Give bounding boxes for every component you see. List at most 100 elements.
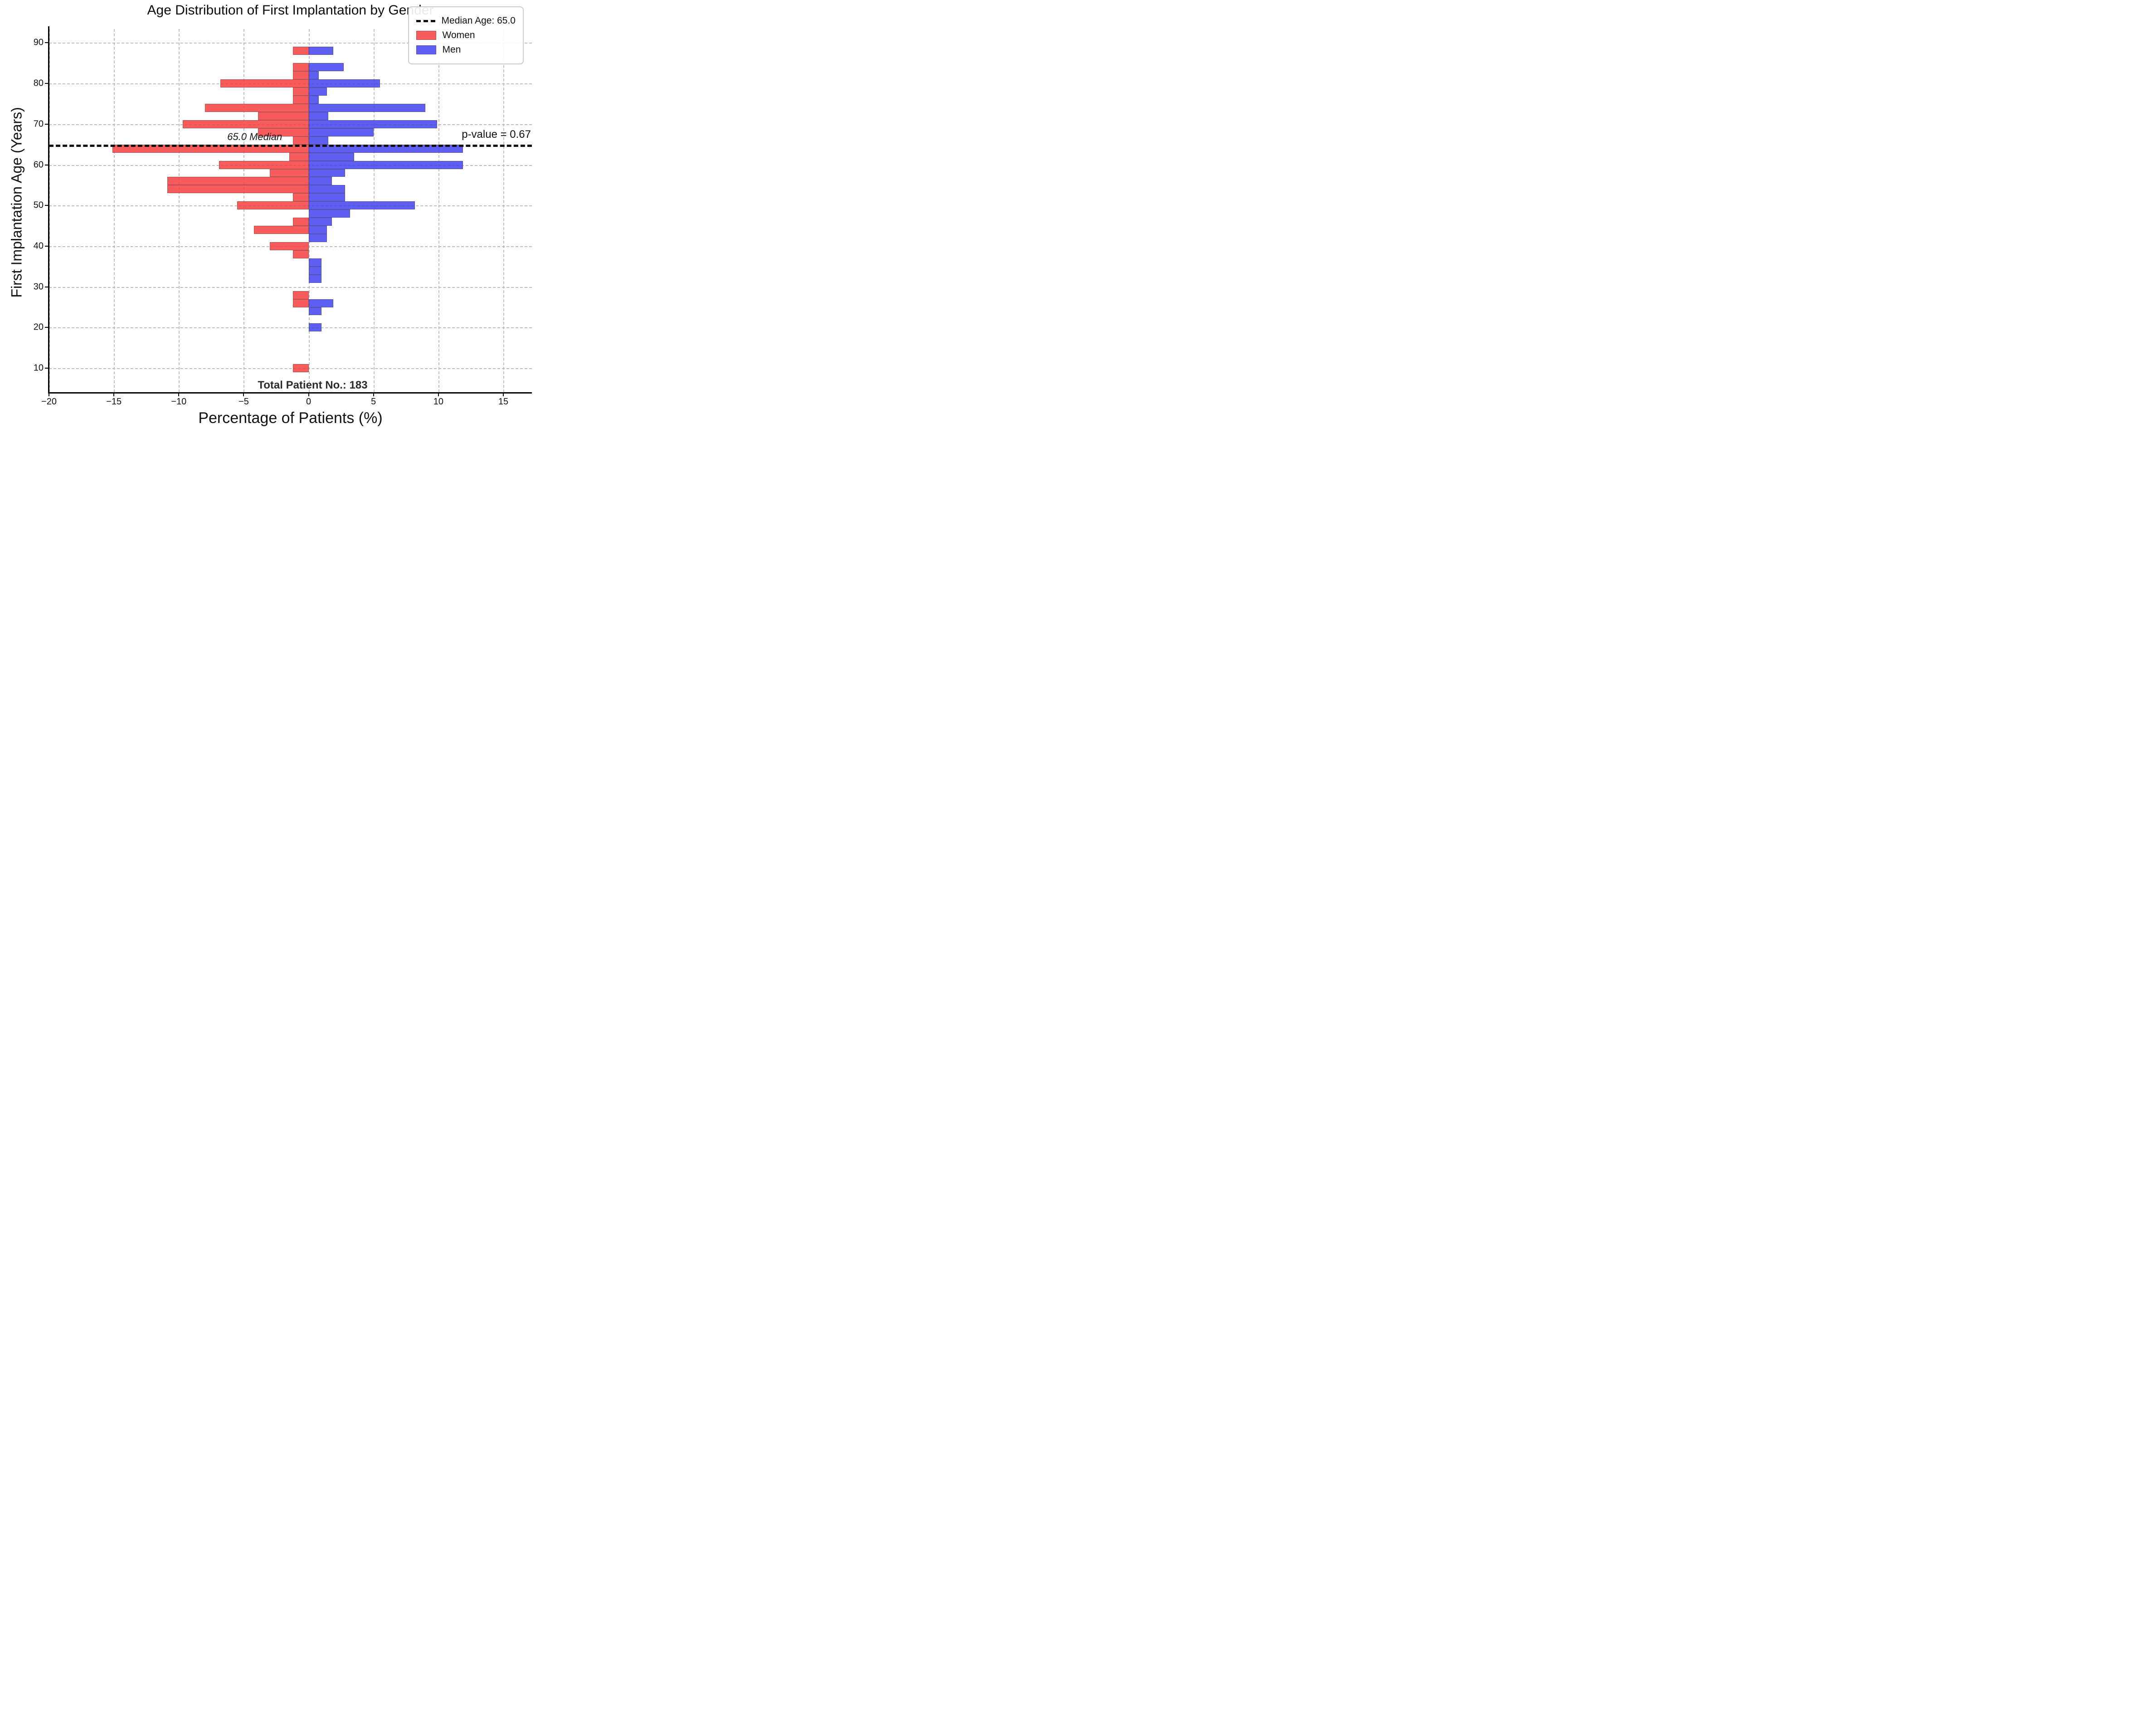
plot-area: 65.0 Median p-value = 0.67 Total Patient… xyxy=(34,26,532,407)
y-tick-label: 40 xyxy=(33,241,44,251)
x-gridline xyxy=(373,29,375,392)
y-gridline xyxy=(49,327,532,329)
x-gridline xyxy=(49,29,50,392)
women-bar-age-61-63 xyxy=(289,152,309,161)
legend: Median Age: 65.0 Women Men xyxy=(408,6,524,64)
men-bar-age-23-25 xyxy=(308,307,322,316)
men-bar-age-53-55 xyxy=(308,185,345,194)
women-bar-age-55-57 xyxy=(167,177,309,185)
y-tick-label: 20 xyxy=(33,322,44,332)
men-bar-age-61-63 xyxy=(308,152,354,161)
men-bar-age-47-49 xyxy=(308,209,351,218)
women-bar-age-87-89 xyxy=(293,47,309,55)
men-bar-age-19-21 xyxy=(308,323,322,332)
median-dash-icon xyxy=(416,19,435,22)
total-patients-annotation: Total Patient No.: 183 xyxy=(258,379,368,391)
x-tick-mark xyxy=(178,392,180,396)
men-bar-age-49-51 xyxy=(308,201,415,210)
women-bar-age-39-41 xyxy=(269,242,309,250)
women-swatch-icon xyxy=(416,31,436,40)
y-tick-label: 80 xyxy=(33,78,44,88)
x-gridline xyxy=(179,29,180,392)
men-bar-age-75-77 xyxy=(308,96,319,104)
men-bar-age-33-35 xyxy=(308,266,322,275)
women-bar-age-79-81 xyxy=(220,79,309,88)
legend-label-median: Median Age: 65.0 xyxy=(441,15,516,26)
men-bar-age-67-69 xyxy=(308,128,374,136)
x-tick-mark xyxy=(308,392,309,396)
y-tick-mark xyxy=(45,368,49,369)
legend-item-men: Men xyxy=(416,44,516,55)
y-tick-label: 30 xyxy=(33,282,44,292)
y-tick-mark xyxy=(45,245,49,247)
men-bar-age-25-27 xyxy=(308,299,333,307)
x-gridline xyxy=(114,29,115,392)
y-tick-label: 90 xyxy=(33,37,44,48)
women-bar-age-65-67 xyxy=(293,136,309,145)
x-tick-label: −5 xyxy=(239,397,249,407)
y-tick-label: 10 xyxy=(33,363,44,373)
women-bar-age-51-53 xyxy=(293,193,309,202)
y-tick-label: 70 xyxy=(33,119,44,129)
women-bar-age-69-71 xyxy=(182,120,309,128)
x-axis-spine xyxy=(48,392,532,394)
men-bar-age-79-81 xyxy=(308,79,380,88)
y-tick-label: 60 xyxy=(33,160,44,170)
men-bar-age-69-71 xyxy=(308,120,437,128)
x-tick-label: 10 xyxy=(433,397,443,407)
men-bar-age-77-79 xyxy=(308,88,327,96)
x-tick-label: 0 xyxy=(306,397,312,407)
x-tick-label: 15 xyxy=(498,397,509,407)
women-bar-age-53-55 xyxy=(167,185,309,194)
x-tick-mark xyxy=(243,392,244,396)
x-tick-label: −15 xyxy=(106,397,122,407)
legend-label-women: Women xyxy=(442,30,475,40)
x-tick-mark xyxy=(113,392,115,396)
women-bar-age-57-59 xyxy=(269,169,309,177)
y-tick-mark xyxy=(45,83,49,84)
men-swatch-icon xyxy=(416,45,436,54)
women-bar-age-49-51 xyxy=(237,201,309,210)
men-bar-age-57-59 xyxy=(308,169,345,177)
y-tick-mark xyxy=(45,327,49,328)
legend-item-women: Women xyxy=(416,30,516,41)
y-axis-spine xyxy=(48,26,49,392)
women-bar-age-27-29 xyxy=(293,291,309,299)
women-bar-age-25-27 xyxy=(293,299,309,307)
y-gridline xyxy=(49,287,532,288)
x-gridline xyxy=(438,29,439,392)
chart-title: Age Distribution of First Implantation b… xyxy=(147,3,434,18)
p-value-annotation: p-value = 0.67 xyxy=(462,128,531,141)
women-bar-age-77-79 xyxy=(293,88,309,96)
women-bar-age-37-39 xyxy=(293,250,309,258)
x-tick-label: −20 xyxy=(41,397,57,407)
women-bar-age-9-11 xyxy=(293,364,309,373)
x-tick-mark xyxy=(373,392,374,396)
women-bar-age-45-47 xyxy=(293,218,309,226)
y-tick-mark xyxy=(45,205,49,206)
x-axis-label: Percentage of Patients (%) xyxy=(198,409,383,427)
women-bar-age-75-77 xyxy=(293,96,309,104)
men-bar-age-87-89 xyxy=(308,47,333,55)
men-bar-age-31-33 xyxy=(308,274,322,283)
men-bar-age-51-53 xyxy=(308,193,345,202)
legend-item-median: Median Age: 65.0 xyxy=(416,15,516,26)
women-bar-age-83-85 xyxy=(293,63,309,72)
men-bar-age-65-67 xyxy=(308,136,328,145)
men-bar-age-71-73 xyxy=(308,112,328,120)
y-tick-mark xyxy=(45,42,49,44)
x-tick-mark xyxy=(438,392,439,396)
men-bar-age-81-83 xyxy=(308,71,319,80)
men-bar-age-59-61 xyxy=(308,160,463,169)
y-tick-mark xyxy=(45,123,49,125)
men-bar-age-41-43 xyxy=(308,234,327,242)
men-bar-age-45-47 xyxy=(308,218,332,226)
figure: Age Distribution of First Implantation b… xyxy=(0,0,536,434)
x-tick-label: 5 xyxy=(371,397,376,407)
men-bar-age-43-45 xyxy=(308,226,327,234)
men-bar-age-35-37 xyxy=(308,258,322,267)
y-gridline xyxy=(49,43,532,44)
women-bar-age-71-73 xyxy=(258,112,309,120)
legend-label-men: Men xyxy=(442,44,461,55)
men-bar-age-55-57 xyxy=(308,177,332,185)
